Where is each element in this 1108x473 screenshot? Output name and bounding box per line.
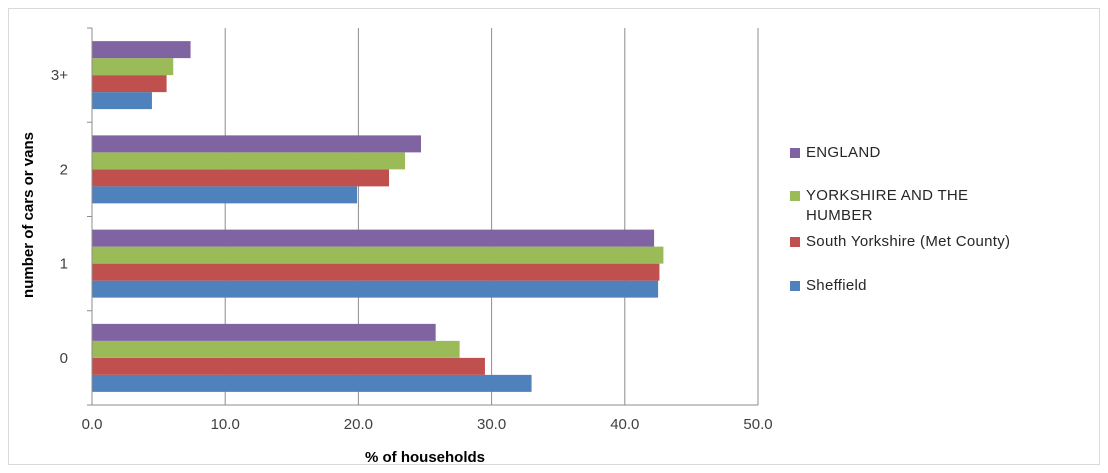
bar xyxy=(92,323,436,341)
x-tick-label: 0.0 xyxy=(82,416,103,433)
bar xyxy=(92,152,406,170)
y-tick-label: 3+ xyxy=(51,67,68,84)
bar xyxy=(92,92,152,110)
legend-label: YORKSHIRE AND THE HUMBER xyxy=(806,187,969,224)
bar xyxy=(92,135,422,153)
y-tick-label: 2 xyxy=(60,161,68,178)
bar xyxy=(92,246,664,264)
y-axis-title: number of cars or vans xyxy=(20,132,37,298)
x-tick-label: 50.0 xyxy=(743,416,772,433)
legend-swatch xyxy=(790,237,800,247)
legend-swatch xyxy=(790,191,800,201)
bar xyxy=(92,340,460,358)
legend-swatch xyxy=(790,281,800,291)
x-tick-label: 40.0 xyxy=(610,416,639,433)
legend-item: ENGLAND xyxy=(790,143,1096,163)
legend-item: South Yorkshire (Met County) xyxy=(790,232,1096,252)
legend-item: YORKSHIRE AND THE HUMBER xyxy=(790,186,1021,226)
bar xyxy=(92,169,390,187)
legend-swatch xyxy=(790,148,800,158)
legend-label: Sheffield xyxy=(806,277,867,294)
bar xyxy=(92,280,659,298)
legend: ENGLAND YORKSHIRE AND THE HUMBER South Yor… xyxy=(790,0,1100,473)
x-tick-label: 10.0 xyxy=(211,416,240,433)
legend-item: Sheffield xyxy=(790,276,1096,296)
legend-label: South Yorkshire (Met County) xyxy=(806,233,1011,250)
bar xyxy=(92,58,174,76)
bars xyxy=(92,41,664,392)
x-axis-title: % of households xyxy=(365,449,485,466)
bar xyxy=(92,357,485,375)
bar xyxy=(92,41,191,59)
axes: 0.0 10.0 20.0 30.0 40.0 50.0 0 1 2 3+ xyxy=(51,27,773,433)
bar xyxy=(92,186,358,204)
bar xyxy=(92,229,655,247)
bar xyxy=(92,75,167,93)
x-tick-label: 30.0 xyxy=(477,416,506,433)
y-tick-label: 1 xyxy=(60,256,68,273)
legend-label: ENGLAND xyxy=(806,144,881,161)
x-tick-label: 20.0 xyxy=(344,416,373,433)
y-tick-label: 0 xyxy=(60,350,68,367)
bar xyxy=(92,374,532,392)
bar xyxy=(92,263,660,281)
